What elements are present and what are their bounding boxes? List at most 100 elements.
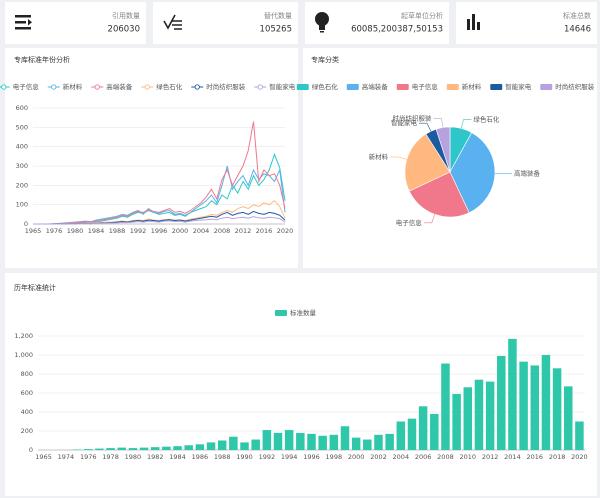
y-tick-label: 600	[21, 389, 33, 397]
x-tick-label: 2016	[256, 227, 273, 235]
card-value: 60085,200387,50153	[351, 25, 443, 35]
x-tick-label: 2012	[235, 227, 252, 235]
x-tick-label: 2008	[214, 227, 231, 235]
bar	[441, 363, 450, 450]
y-tick-label: 800	[21, 370, 33, 378]
slice-label: 绿色石化	[473, 115, 500, 124]
y-tick-label: 200	[21, 427, 33, 435]
bar	[262, 430, 272, 450]
legend-label: 标准数量	[290, 308, 317, 317]
label-line	[433, 118, 444, 128]
x-tick-label: 1996	[303, 453, 320, 461]
x-tick-label: 1996	[151, 227, 168, 235]
y-tick-label: 600	[16, 104, 28, 112]
line-series	[33, 216, 286, 225]
card-label: 替代数量	[264, 11, 292, 20]
legend-swatch	[490, 84, 503, 90]
bar	[452, 393, 461, 450]
legend-label: 绿色石化	[312, 82, 339, 91]
bar	[139, 447, 149, 450]
bar	[307, 433, 316, 450]
x-tick-label: 1992	[130, 227, 147, 235]
x-tick-label: 2002	[370, 453, 387, 461]
legend-label: 电子信息	[13, 82, 40, 91]
y-tick-label: 200	[16, 181, 28, 189]
bar	[407, 418, 417, 450]
bar	[508, 338, 517, 450]
x-tick-label: 1980	[67, 227, 84, 235]
x-tick-label: 1978	[102, 453, 119, 461]
chart-title: 专库标准年份分析	[14, 55, 70, 64]
bar	[117, 447, 126, 450]
bar	[150, 447, 160, 450]
card-icons	[15, 12, 480, 33]
bar	[430, 413, 439, 450]
bar	[229, 436, 238, 450]
bar	[485, 381, 495, 450]
x-tick-label: 2016	[526, 453, 543, 461]
y-tick-label: 0	[29, 446, 33, 454]
bar	[497, 355, 506, 450]
legend-dot	[1, 84, 7, 90]
card-value: 105265	[260, 25, 292, 35]
x-tick-label: 1984	[169, 453, 186, 461]
y-tick-label: 300	[16, 162, 28, 170]
bar	[240, 442, 249, 450]
chart-title: 历年标准统计	[14, 283, 56, 292]
bar	[552, 368, 562, 450]
x-tick-label: 1965	[25, 227, 42, 235]
x-tick-label: 1984	[88, 227, 105, 235]
x-tick-label: 2020	[571, 453, 588, 461]
x-tick-label: 2000	[348, 453, 365, 461]
card-label: 起草单位分析	[401, 11, 443, 20]
card-label: 标准总数	[563, 11, 591, 20]
legend-dot	[94, 84, 100, 90]
bar	[396, 421, 406, 450]
slice-label: 新材料	[369, 152, 389, 161]
line-series	[33, 121, 286, 225]
bar	[284, 430, 294, 450]
pie-slice	[449, 132, 496, 214]
y-tick-label: 1,000	[14, 351, 33, 359]
legend-label: 高端装备	[362, 82, 389, 91]
check-icon	[163, 14, 182, 30]
legend-dot	[51, 84, 57, 90]
legend-dot	[257, 84, 263, 90]
bars-icon	[467, 14, 480, 30]
x-tick-label: 1994	[281, 453, 298, 461]
x-tick-label: 1986	[192, 453, 209, 461]
legend-label: 智能家电	[269, 82, 296, 91]
bar	[351, 437, 361, 450]
legend-label: 智能家电	[505, 82, 532, 91]
slice-label: 高端装备	[514, 169, 541, 178]
bar	[206, 442, 216, 450]
x-tick-label: 1988	[109, 227, 126, 235]
label-line	[390, 156, 407, 160]
x-tick-label: 1998	[326, 453, 343, 461]
bar	[329, 434, 339, 450]
y-tick-label: 1,200	[14, 332, 33, 340]
bar	[385, 433, 394, 450]
card	[153, 2, 298, 44]
x-tick-label: 1988	[214, 453, 231, 461]
x-tick-label: 2004	[193, 227, 210, 235]
legend-dot	[194, 84, 200, 90]
y-tick-label: 100	[16, 201, 28, 209]
y-tick-label: 0	[24, 220, 28, 228]
bar	[162, 446, 171, 450]
x-tick-label: 1990	[236, 453, 253, 461]
legend-label: 绿色石化	[156, 82, 183, 91]
x-tick-label: 2000	[172, 227, 189, 235]
y-tick-label: 400	[21, 408, 33, 416]
pie-slice	[404, 133, 451, 192]
legend-swatch	[396, 84, 409, 90]
card-label: 引用数量	[112, 11, 140, 20]
x-tick-label: 1965	[35, 453, 52, 461]
label-line	[423, 214, 436, 224]
legend-label: 时尚纺织服装	[555, 82, 595, 91]
bar	[575, 421, 584, 450]
x-tick-label: 1974	[58, 453, 75, 461]
y-tick-label: 400	[16, 143, 28, 151]
bar	[474, 379, 484, 450]
